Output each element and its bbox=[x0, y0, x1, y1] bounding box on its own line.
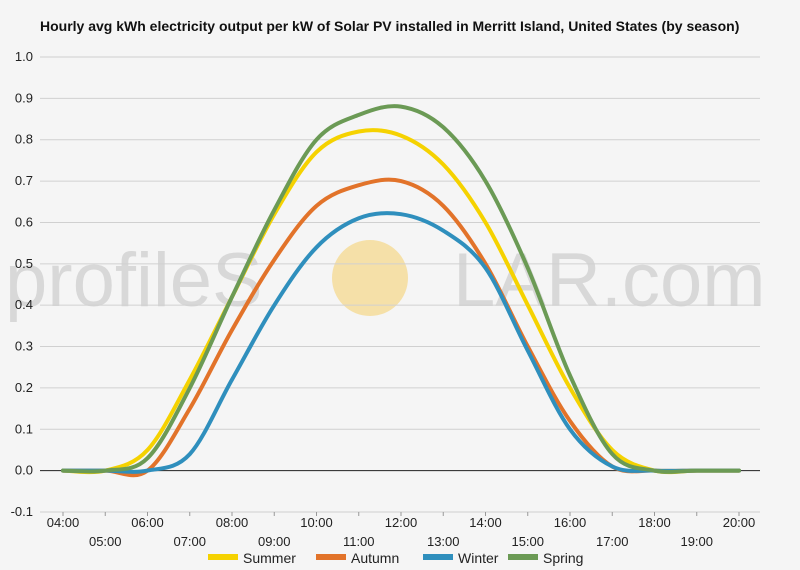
x-tick-label: 10:00 bbox=[300, 515, 333, 530]
y-tick-label: 0.3 bbox=[15, 339, 33, 354]
x-tick-label: 17:00 bbox=[596, 534, 629, 549]
x-tick-label: 20:00 bbox=[723, 515, 756, 530]
legend-swatch-summer bbox=[208, 554, 238, 560]
x-tick-label: 13:00 bbox=[427, 534, 460, 549]
y-tick-label: 0.5 bbox=[15, 256, 33, 271]
y-tick-label: 0.4 bbox=[15, 297, 33, 312]
legend: Summer Autumn Winter Spring bbox=[208, 550, 583, 566]
y-tick-label: -0.1 bbox=[11, 504, 33, 519]
chart-title: Hourly avg kWh electricity output per kW… bbox=[40, 18, 740, 34]
x-tick-label: 08:00 bbox=[216, 515, 249, 530]
x-tick-label: 18:00 bbox=[638, 515, 671, 530]
watermark: profileS LAR.com bbox=[5, 238, 766, 323]
legend-label-summer: Summer bbox=[243, 550, 296, 566]
legend-label-winter: Winter bbox=[458, 550, 499, 566]
x-tick-label: 07:00 bbox=[173, 534, 206, 549]
watermark-text-right: LAR.com bbox=[453, 238, 766, 323]
x-tick-label: 16:00 bbox=[554, 515, 587, 530]
grid bbox=[40, 56, 760, 513]
y-tick-label: 0.9 bbox=[15, 90, 33, 105]
x-tick-label: 09:00 bbox=[258, 534, 291, 549]
watermark-sun-icon bbox=[332, 240, 408, 316]
y-tick-label: 0.1 bbox=[15, 421, 33, 436]
legend-swatch-spring bbox=[508, 554, 538, 560]
x-tick-label: 12:00 bbox=[385, 515, 418, 530]
y-tick-label: 0.6 bbox=[15, 214, 33, 229]
legend-swatch-winter bbox=[423, 554, 453, 560]
y-tick-label: 0.8 bbox=[15, 132, 33, 147]
legend-label-autumn: Autumn bbox=[351, 550, 399, 566]
watermark-text-left: profileS bbox=[5, 238, 263, 323]
y-tick-label: 0.0 bbox=[15, 463, 33, 478]
legend-label-spring: Spring bbox=[543, 550, 583, 566]
series-line-summer bbox=[61, 128, 741, 475]
y-tick-label: 0.7 bbox=[15, 173, 33, 188]
y-tick-label: 0.2 bbox=[15, 380, 33, 395]
x-axis: 04:00 05:00 06:00 07:00 08:00 09:00 10:00 11:00… bbox=[47, 512, 756, 549]
x-tick-label: 06:00 bbox=[131, 515, 164, 530]
series-line-winter bbox=[61, 211, 741, 474]
series-lines bbox=[61, 104, 741, 478]
x-tick-label: 05:00 bbox=[89, 534, 122, 549]
x-tick-label: 15:00 bbox=[511, 534, 544, 549]
legend-swatch-autumn bbox=[316, 554, 346, 560]
y-tick-label: 1.0 bbox=[15, 49, 33, 64]
series-line-autumn bbox=[61, 177, 741, 478]
y-axis: -0.1 0.0 0.1 0.2 0.3 0.4 0.5 0.6 0.7 0.8 0.9 1.0 bbox=[11, 49, 33, 519]
x-tick-label: 19:00 bbox=[680, 534, 713, 549]
x-tick-label: 11:00 bbox=[343, 534, 375, 549]
series-line-spring bbox=[61, 104, 741, 474]
x-tick-label: 14:00 bbox=[469, 515, 502, 530]
x-tick-label: 04:00 bbox=[47, 515, 80, 530]
